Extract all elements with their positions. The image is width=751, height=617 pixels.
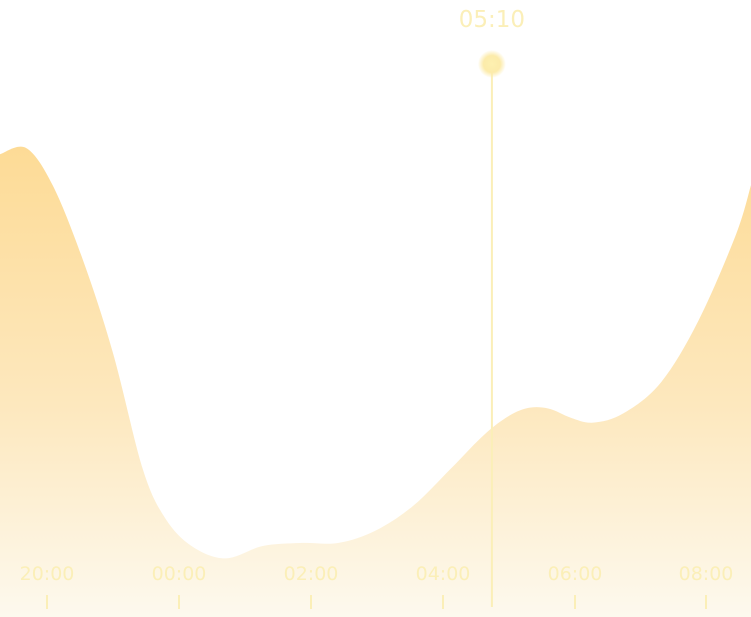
series-area-fill: [0, 146, 751, 617]
x-tick-label: 00:00: [152, 563, 207, 585]
x-tick-label: 20:00: [20, 563, 75, 585]
marker-time-label: 05:10: [459, 7, 525, 33]
x-tick-label: 02:00: [284, 563, 339, 585]
x-tick-label: 06:00: [548, 563, 603, 585]
x-tick-label: 08:00: [679, 563, 734, 585]
x-tick-label: 04:00: [416, 563, 471, 585]
x-axis-ticks: 20:00 00:00 02:00 04:00 06:00 08:00: [20, 563, 734, 609]
marker-dot[interactable]: [477, 50, 506, 78]
